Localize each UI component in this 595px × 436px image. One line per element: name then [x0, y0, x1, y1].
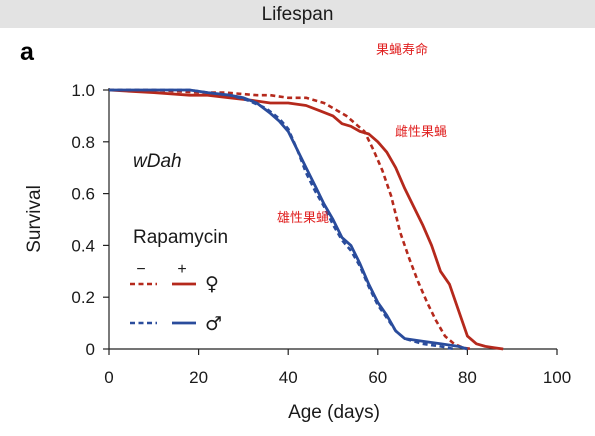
y-tick-label: 0.2	[71, 288, 95, 307]
x-ticks: 0 20 40 60 80 100	[104, 349, 571, 387]
annotation-top: 果蝇寿命	[376, 43, 429, 58]
panel-letter: a	[20, 38, 34, 66]
x-tick-label: 60	[368, 368, 387, 387]
legend-plus-header: +	[177, 261, 186, 278]
y-tick-label: 0.8	[71, 133, 95, 152]
series-group	[108, 88, 504, 351]
x-tick-label: 20	[189, 368, 208, 387]
header-banner	[0, 0, 595, 28]
x-axis-label: Age (days)	[288, 402, 380, 423]
legend: Rapamycin − + ♀ ♂	[130, 227, 228, 335]
annotation-male: 雄性果蝇	[277, 211, 330, 226]
legend-female-symbol: ♀	[205, 273, 219, 295]
y-tick-label: 1.0	[71, 81, 95, 100]
y-tick-label: 0.4	[71, 236, 95, 255]
x-tick-label: 80	[458, 368, 477, 387]
y-ticks: 0 0.2 0.4 0.6 0.8 1.0	[71, 81, 109, 359]
y-tick-label: 0.6	[71, 185, 95, 204]
x-tick-label: 100	[543, 368, 571, 387]
strain-label: wDah	[133, 151, 182, 172]
x-tick-label: 40	[279, 368, 298, 387]
x-tick-label: 0	[104, 368, 113, 387]
axes: 0 0.2 0.4 0.6 0.8 1.0 0 20 40 60 80 100	[71, 81, 571, 387]
legend-male-symbol: ♂	[205, 313, 222, 335]
series-female-rapamycin-minus	[109, 88, 473, 351]
legend-minus-header: −	[136, 261, 145, 278]
series-male-rapamycin-minus	[109, 88, 455, 351]
annotation-female: 雌性果蝇	[395, 125, 448, 140]
legend-title: Rapamycin	[133, 227, 228, 248]
page-title: Lifespan	[261, 4, 334, 25]
y-axis-label: Survival	[24, 185, 45, 253]
y-tick-label: 0	[86, 340, 95, 359]
